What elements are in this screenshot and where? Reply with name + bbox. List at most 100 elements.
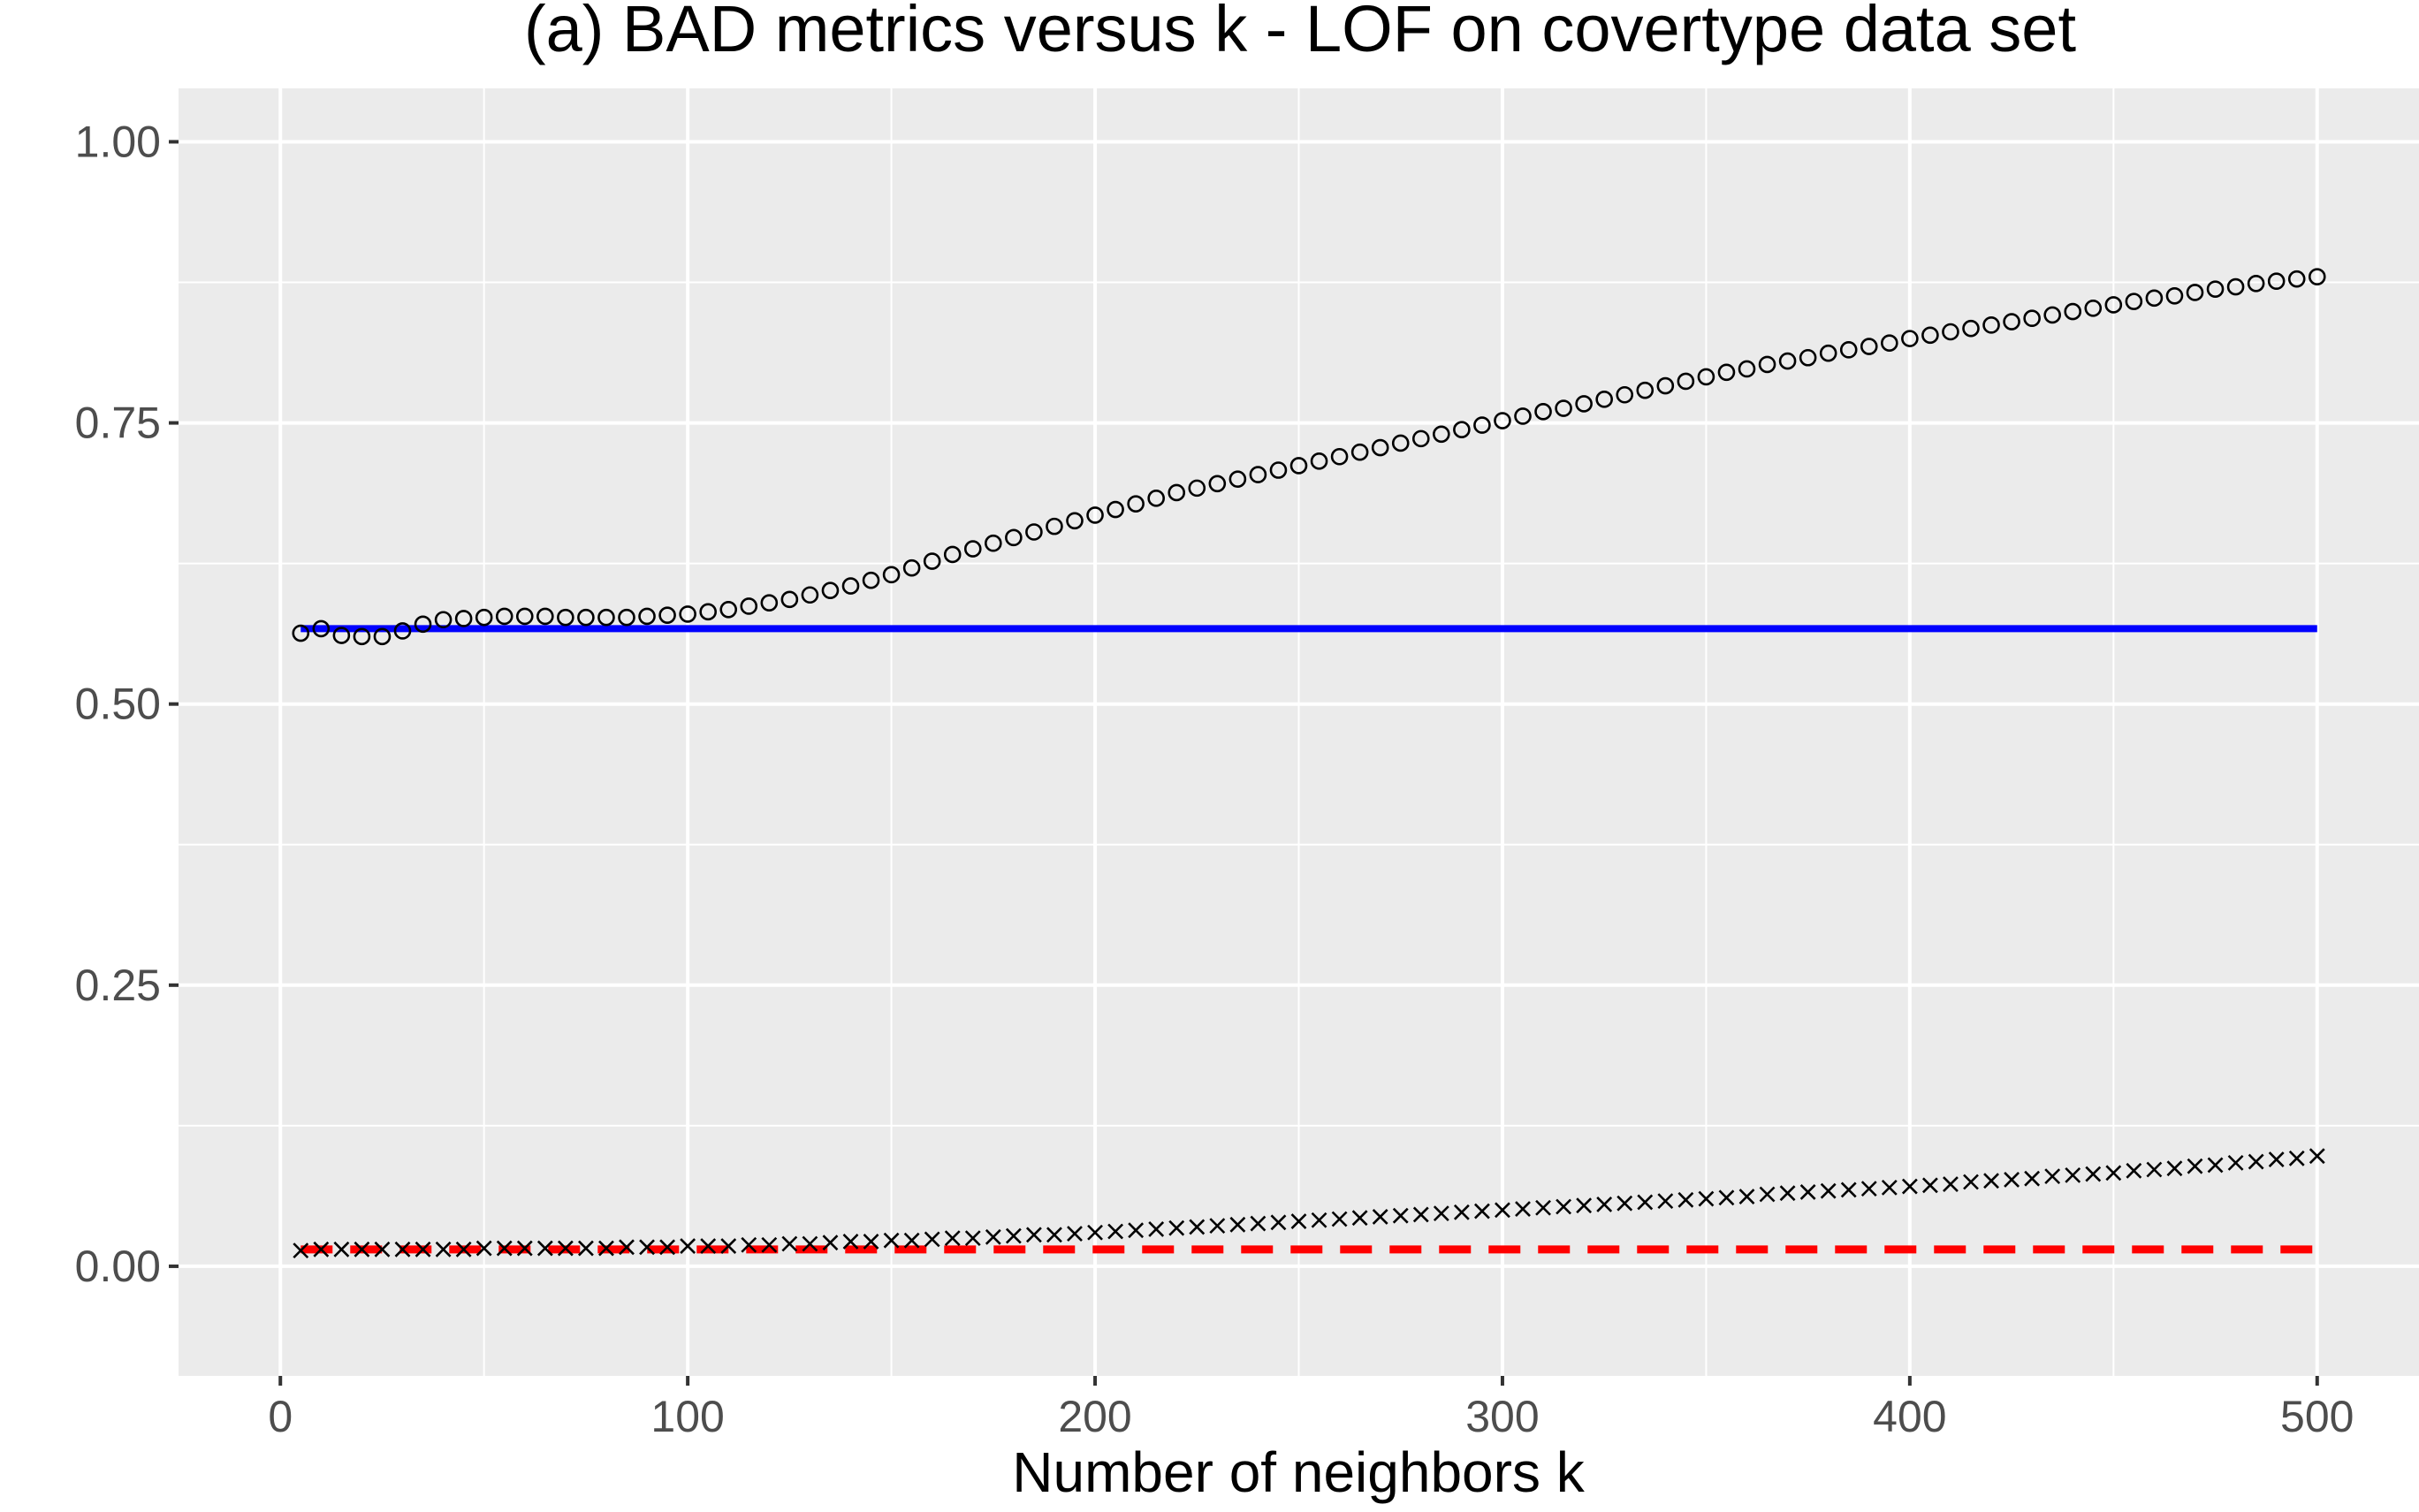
data-point-circle — [353, 627, 371, 646]
data-point-circle — [1473, 416, 1491, 434]
data-point-circle — [2267, 272, 2286, 291]
data-point-cross — [598, 1240, 614, 1257]
data-point-circle — [1066, 512, 1084, 530]
data-point-circle — [1107, 500, 1124, 519]
data-point-circle — [1656, 376, 1675, 395]
data-point-cross — [516, 1240, 533, 1257]
x-tick-label: 300 — [1465, 1392, 1539, 1441]
data-point-circle — [1086, 506, 1104, 524]
data-point-circle — [1555, 399, 1572, 417]
data-point-cross — [1943, 1176, 1959, 1192]
data-point-cross — [1209, 1218, 1226, 1235]
data-point-circle — [597, 608, 615, 627]
data-point-cross — [903, 1232, 920, 1249]
data-point-circle — [1839, 341, 1858, 359]
data-point-cross — [1168, 1219, 1185, 1236]
data-point-circle — [1697, 368, 1715, 386]
data-point-circle — [760, 594, 779, 612]
data-point-circle — [1494, 412, 1511, 429]
x-axis-label: Number of neighbors k — [1012, 1440, 1585, 1504]
reference-lines — [300, 625, 2317, 1254]
data-point-circle — [2104, 296, 2123, 314]
data-point-cross — [1290, 1213, 1307, 1229]
data-point-circle — [414, 615, 432, 634]
data-point-cross — [1901, 1178, 1918, 1195]
data-point-circle — [454, 610, 473, 627]
data-point-cross — [455, 1241, 472, 1257]
data-point-cross — [680, 1238, 696, 1254]
data-point-circle — [1147, 490, 1165, 507]
data-point-circle — [1046, 517, 1063, 536]
data-point-cross — [1453, 1204, 1470, 1220]
data-point-cross — [1779, 1185, 1796, 1202]
data-point-circle — [2226, 277, 2245, 296]
data-point-cross — [802, 1235, 818, 1252]
data-point-cross — [761, 1236, 778, 1253]
x-tick-label: 500 — [2280, 1392, 2354, 1441]
data-point-cross — [2044, 1168, 2061, 1185]
data-point-circle — [434, 611, 453, 629]
data-point-cross — [639, 1239, 655, 1256]
data-point-cross — [822, 1235, 839, 1251]
data-point-circle — [2287, 270, 2306, 288]
data-point-circle — [536, 607, 554, 626]
data-point-cross — [2187, 1158, 2203, 1174]
data-point-circle — [2308, 268, 2326, 285]
data-point-cross — [2105, 1165, 2122, 1181]
data-point-cross — [374, 1241, 391, 1257]
data-point-cross — [1412, 1206, 1429, 1223]
data-point-cross — [1025, 1227, 1042, 1243]
axes: 0.00 0.25 0.50 0.75 1.00 0 100 200 300 400 500 — [75, 117, 2354, 1441]
data-point-cross — [1331, 1211, 1348, 1227]
data-point-cross — [964, 1230, 981, 1247]
data-point-circle — [1982, 316, 2000, 334]
x-tick-label: 100 — [650, 1392, 724, 1441]
data-point-cross — [1372, 1209, 1388, 1225]
data-point-circle — [963, 540, 982, 558]
data-point-circle — [1881, 334, 1898, 353]
data-point-circle — [1350, 443, 1369, 461]
data-point-circle — [2186, 284, 2204, 301]
data-point-circle — [2084, 299, 2103, 317]
data-point-circle — [943, 545, 962, 564]
data-point-cross — [1596, 1197, 1613, 1212]
data-point-cross — [1616, 1195, 1633, 1212]
data-point-cross — [2024, 1170, 2041, 1187]
data-point-circle — [577, 608, 595, 627]
data-point-circle — [1289, 457, 1308, 475]
data-point-cross — [2309, 1148, 2325, 1165]
data-point-cross — [1005, 1227, 1022, 1244]
data-point-circle — [2043, 306, 2061, 324]
data-point-cross — [2004, 1172, 2020, 1188]
data-point-cross — [1840, 1181, 1857, 1198]
y-tick-label: 1.00 — [75, 117, 161, 166]
data-point-cross — [700, 1238, 717, 1254]
data-point-circle — [1677, 372, 1695, 391]
data-point-cross — [1637, 1194, 1654, 1211]
data-point-cross — [2166, 1160, 2183, 1177]
data-point-circle — [2023, 309, 2041, 328]
data-point-cross — [659, 1239, 676, 1256]
data-point-cross — [720, 1238, 737, 1254]
data-point-cross — [1738, 1189, 1755, 1204]
data-point-cross — [435, 1241, 452, 1257]
data-point-circle — [1819, 344, 1837, 362]
x-tick-label: 200 — [1058, 1392, 1131, 1441]
data-point-circle — [1901, 330, 1919, 347]
data-point-circle — [780, 590, 799, 609]
data-point-cross — [924, 1231, 940, 1248]
data-point-cross — [1718, 1189, 1735, 1206]
data-point-circle — [902, 558, 921, 577]
data-point-circle — [1799, 348, 1817, 367]
data-point-circle — [1778, 352, 1797, 370]
data-point-circle — [801, 586, 819, 604]
data-point-circle — [2125, 293, 2143, 310]
data-point-circle — [1310, 452, 1328, 470]
data-point-cross — [2248, 1153, 2264, 1170]
data-point-cross — [2207, 1157, 2224, 1174]
data-point-cross — [2268, 1151, 2285, 1167]
data-point-circle — [393, 622, 412, 640]
data-point-circle — [2003, 313, 2020, 331]
data-point-cross — [557, 1240, 574, 1257]
grid-layer — [179, 88, 2419, 1376]
